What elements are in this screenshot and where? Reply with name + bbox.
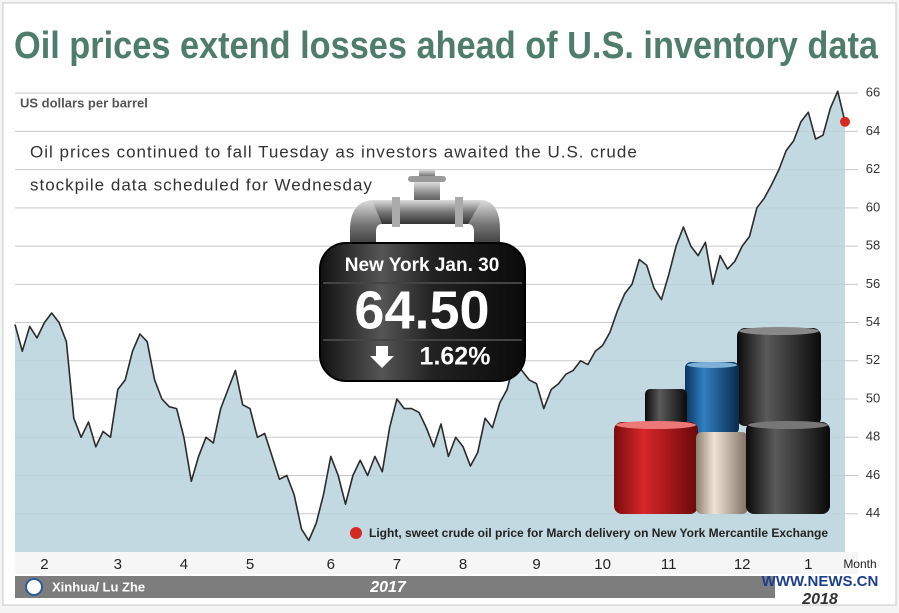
credit: Xinhua/ Lu Zhe — [52, 579, 145, 594]
year-label: 2017 — [369, 579, 407, 596]
x-tick-label: 3 — [114, 556, 122, 573]
y-tick-label: 56 — [866, 276, 880, 291]
y-tick-label: 44 — [866, 505, 880, 520]
x-tick-label: 7 — [393, 556, 401, 573]
end-marker — [840, 116, 850, 127]
barrels-decoration — [614, 327, 830, 514]
x-axis-band — [15, 552, 858, 574]
y-tick-label: 58 — [866, 238, 880, 253]
y-tick-label: 50 — [866, 390, 880, 405]
line — [14, 90, 846, 542]
footer-band — [15, 576, 775, 598]
year-label: 2018 — [801, 591, 838, 608]
callout-price: 64.50 — [354, 280, 489, 340]
x-tick-label: 2 — [40, 556, 48, 573]
callout-place: New York Jan. 30 — [345, 255, 500, 276]
x-tick-label: 10 — [594, 556, 611, 573]
y-tick-label: 52 — [866, 352, 880, 367]
y-tick-label: 46 — [866, 467, 880, 482]
chart-title: Oil prices extend losses ahead of U.S. i… — [14, 25, 879, 67]
logo — [25, 578, 43, 596]
x-tick-label: 1 — [804, 556, 812, 573]
x-tick-label: 6 — [327, 556, 335, 573]
annotation: Oil prices continued to fall Tuesday as … — [30, 142, 638, 161]
x-tick-label: 11 — [661, 556, 677, 573]
x-tick-label: 4 — [180, 556, 188, 573]
barrel-illustration — [319, 170, 526, 382]
watermark: WWW.NEWS.CN — [762, 573, 879, 590]
y-axis-label: US dollars per barrel — [20, 95, 148, 110]
legend-marker — [350, 527, 362, 539]
x-axis-label: Month — [843, 557, 876, 571]
x-tick-label: 9 — [532, 556, 540, 573]
y-tick-label: 48 — [866, 429, 880, 444]
y-tick-label: 60 — [866, 199, 880, 214]
legend-label: Light, sweet crude oil price for March d… — [369, 526, 828, 540]
callout-change: 1.62% — [420, 343, 491, 371]
x-tick-label: 8 — [459, 556, 467, 573]
x-tick-label: 5 — [246, 556, 254, 573]
y-tick-label: 66 — [866, 85, 880, 100]
x-tick-label: 12 — [734, 556, 751, 573]
annotation: stockpile data scheduled for Wednesday — [30, 175, 373, 194]
y-tick-label: 54 — [866, 314, 880, 329]
y-tick-label: 64 — [866, 123, 880, 138]
y-tick-label: 62 — [866, 161, 880, 176]
